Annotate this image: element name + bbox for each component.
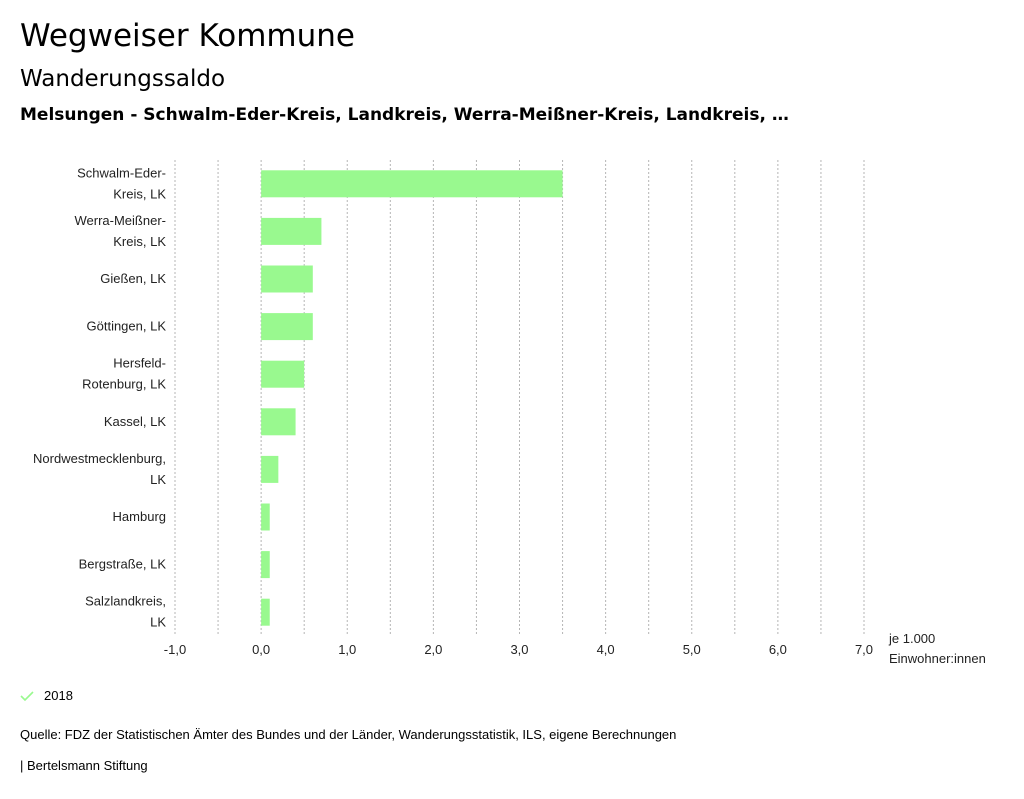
tick-label: 2,0 <box>424 642 442 657</box>
tick-label: 0,0 <box>252 642 270 657</box>
category-label: Kassel, LK <box>104 414 166 429</box>
region-heading: Melsungen - Schwalm-Eder-Kreis, Landkrei… <box>20 105 789 125</box>
category-label: Bergstraße, LK <box>79 557 167 572</box>
category-label: Hamburg <box>113 509 166 524</box>
chart-category-labels: Schwalm-Eder- Kreis, LK Werra-Meißner- Krei… <box>33 165 166 629</box>
category-label: Kreis, LK <box>113 186 166 201</box>
tick-label: 7,0 <box>855 642 873 657</box>
category-label: Rotenburg, LK <box>82 377 166 392</box>
unit-label-line1: je 1.000 <box>888 631 935 646</box>
bar[interactable] <box>261 455 279 483</box>
bar[interactable] <box>261 217 322 245</box>
category-label: LK <box>150 615 166 630</box>
tick-label: -1,0 <box>164 642 186 657</box>
legend-item-label: 2018 <box>44 688 73 703</box>
category-label: Werra-Meißner- <box>75 213 167 228</box>
category-label: Göttingen, LK <box>87 319 167 334</box>
bar[interactable] <box>261 313 313 341</box>
brand-footer: | Bertelsmann Stiftung <box>20 758 148 773</box>
chart-gridlines <box>174 160 865 636</box>
bar[interactable] <box>261 265 313 293</box>
category-label: Gießen, LK <box>100 271 166 286</box>
source-note: Quelle: FDZ der Statistischen Ämter des … <box>20 727 677 742</box>
tick-label: 3,0 <box>510 642 528 657</box>
bar[interactable] <box>261 551 270 579</box>
tick-label: 1,0 <box>338 642 356 657</box>
bar[interactable] <box>261 598 270 626</box>
bar-chart: Schwalm-Eder- Kreis, LK Werra-Meißner- Krei… <box>33 160 986 666</box>
bar[interactable] <box>261 408 296 436</box>
category-label: Salzlandkreis, <box>85 594 166 609</box>
category-label: Nordwestmecklenburg, <box>33 451 166 466</box>
tick-label: 4,0 <box>597 642 615 657</box>
unit-label-line2: Einwohner:innen <box>889 651 986 666</box>
page-title: Wegweiser Kommune <box>20 18 355 54</box>
category-label: Hersfeld- <box>113 356 166 371</box>
category-label: LK <box>150 472 166 487</box>
bar[interactable] <box>261 170 563 198</box>
chart-legend[interactable]: 2018 <box>20 688 73 703</box>
bar[interactable] <box>261 360 305 388</box>
tick-label: 6,0 <box>769 642 787 657</box>
chart-tick-labels: -1,0 0,0 1,0 2,0 3,0 4,0 5,0 6,0 7,0 <box>164 642 873 657</box>
category-label: Kreis, LK <box>113 234 166 249</box>
chart-bars <box>261 170 563 626</box>
category-label: Schwalm-Eder- <box>77 165 166 180</box>
checkmark-icon <box>20 690 34 701</box>
bar[interactable] <box>261 503 270 531</box>
tick-label: 5,0 <box>683 642 701 657</box>
chart-subtitle: Wanderungssaldo <box>20 66 226 92</box>
